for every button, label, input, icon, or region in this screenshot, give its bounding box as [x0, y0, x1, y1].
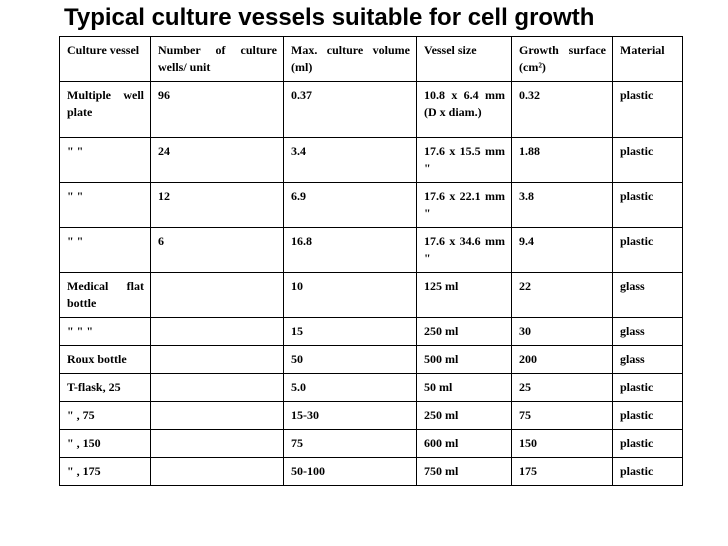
- cell-material: plastic: [612, 182, 683, 228]
- cell-growth-surface: 22: [511, 272, 613, 318]
- cell-vessel-size: 10.8 x 6.4 mm (D x diam.): [416, 81, 512, 138]
- cell-material: plastic: [612, 373, 683, 402]
- cell-material: glass: [612, 272, 683, 318]
- table-row: " , 75 15-30 250 ml 75 plastic: [59, 401, 683, 430]
- cell-culture-vessel: Roux bottle: [59, 345, 151, 374]
- cell-growth-surface: 75: [511, 401, 613, 430]
- cell-culture-vessel: " , 175: [59, 457, 151, 486]
- cell-wells-per-unit: [150, 345, 284, 374]
- column-header-growth-surface: Growth surface (cm²): [511, 36, 613, 82]
- cell-material: plastic: [612, 81, 683, 138]
- cell-vessel-size: 17.6 x 15.5 mm ": [416, 137, 512, 183]
- table-row: " " 12 6.9 17.6 x 22.1 mm " 3.8 plastic: [59, 182, 683, 228]
- cell-vessel-size: 17.6 x 22.1 mm ": [416, 182, 512, 228]
- cell-max-volume: 15: [283, 317, 417, 346]
- cell-growth-surface: 200: [511, 345, 613, 374]
- table-row: Roux bottle 50 500 ml 200 glass: [59, 345, 683, 374]
- cell-vessel-size: 750 ml: [416, 457, 512, 486]
- page-title: Typical culture vessels suitable for cel…: [64, 4, 595, 31]
- cell-culture-vessel: " " ": [59, 317, 151, 346]
- table-row: " " " 15 250 ml 30 glass: [59, 317, 683, 346]
- cell-max-volume: 0.37: [283, 81, 417, 138]
- column-header-culture-vessel: Culture vessel: [59, 36, 151, 82]
- cell-growth-surface: 3.8: [511, 182, 613, 228]
- cell-growth-surface: 1.88: [511, 137, 613, 183]
- cell-max-volume: 5.0: [283, 373, 417, 402]
- cell-growth-surface: 0.32: [511, 81, 613, 138]
- cell-vessel-size: 250 ml: [416, 317, 512, 346]
- cell-wells-per-unit: [150, 317, 284, 346]
- column-header-max-volume: Max. culture volume (ml): [283, 36, 417, 82]
- cell-max-volume: 75: [283, 429, 417, 458]
- cell-wells-per-unit: 24: [150, 137, 284, 183]
- cell-culture-vessel: " , 150: [59, 429, 151, 458]
- cell-culture-vessel: Medical flat bottle: [59, 272, 151, 318]
- cell-wells-per-unit: [150, 401, 284, 430]
- cell-wells-per-unit: [150, 429, 284, 458]
- cell-wells-per-unit: 6: [150, 227, 284, 273]
- cell-material: plastic: [612, 429, 683, 458]
- table-row: T-flask, 25 5.0 50 ml 25 plastic: [59, 373, 683, 402]
- table-header-row: Culture vessel Number of culture wells/ u…: [59, 36, 683, 82]
- cell-wells-per-unit: [150, 373, 284, 402]
- table-row: Multiple well plate 96 0.37 10.8 x 6.4 mm (…: [59, 81, 683, 138]
- cell-culture-vessel: " ": [59, 137, 151, 183]
- cell-vessel-size: 50 ml: [416, 373, 512, 402]
- column-header-wells-per-unit: Number of culture wells/ unit: [150, 36, 284, 82]
- cell-culture-vessel: Multiple well plate: [59, 81, 151, 138]
- cell-growth-surface: 30: [511, 317, 613, 346]
- cell-max-volume: 16.8: [283, 227, 417, 273]
- column-header-vessel-size: Vessel size: [416, 36, 512, 82]
- cell-max-volume: 15-30: [283, 401, 417, 430]
- cell-material: plastic: [612, 457, 683, 486]
- table-row: " , 150 75 600 ml 150 plastic: [59, 429, 683, 458]
- table-row: " , 175 50-100 750 ml 175 plastic: [59, 457, 683, 486]
- table-row: " " 24 3.4 17.6 x 15.5 mm " 1.88 plastic: [59, 137, 683, 183]
- cell-vessel-size: 500 ml: [416, 345, 512, 374]
- table-row: " " 6 16.8 17.6 x 34.6 mm " 9.4 plastic: [59, 227, 683, 273]
- cell-vessel-size: 600 ml: [416, 429, 512, 458]
- column-header-material: Material: [612, 36, 683, 82]
- cell-growth-surface: 175: [511, 457, 613, 486]
- cell-wells-per-unit: 12: [150, 182, 284, 228]
- cell-growth-surface: 9.4: [511, 227, 613, 273]
- cell-culture-vessel: " ": [59, 182, 151, 228]
- cell-culture-vessel: " ": [59, 227, 151, 273]
- cell-max-volume: 3.4: [283, 137, 417, 183]
- culture-vessels-table: Culture vessel Number of culture wells/ u…: [59, 36, 683, 486]
- cell-culture-vessel: " , 75: [59, 401, 151, 430]
- cell-material: plastic: [612, 227, 683, 273]
- cell-wells-per-unit: [150, 457, 284, 486]
- cell-growth-surface: 25: [511, 373, 613, 402]
- cell-material: glass: [612, 345, 683, 374]
- cell-wells-per-unit: 96: [150, 81, 284, 138]
- cell-vessel-size: 250 ml: [416, 401, 512, 430]
- cell-growth-surface: 150: [511, 429, 613, 458]
- cell-max-volume: 10: [283, 272, 417, 318]
- cell-wells-per-unit: [150, 272, 284, 318]
- cell-max-volume: 50: [283, 345, 417, 374]
- cell-vessel-size: 17.6 x 34.6 mm ": [416, 227, 512, 273]
- cell-vessel-size: 125 ml: [416, 272, 512, 318]
- cell-max-volume: 50-100: [283, 457, 417, 486]
- table-row: Medical flat bottle 10 125 ml 22 glass: [59, 272, 683, 318]
- cell-max-volume: 6.9: [283, 182, 417, 228]
- cell-culture-vessel: T-flask, 25: [59, 373, 151, 402]
- cell-material: plastic: [612, 137, 683, 183]
- cell-material: plastic: [612, 401, 683, 430]
- cell-material: glass: [612, 317, 683, 346]
